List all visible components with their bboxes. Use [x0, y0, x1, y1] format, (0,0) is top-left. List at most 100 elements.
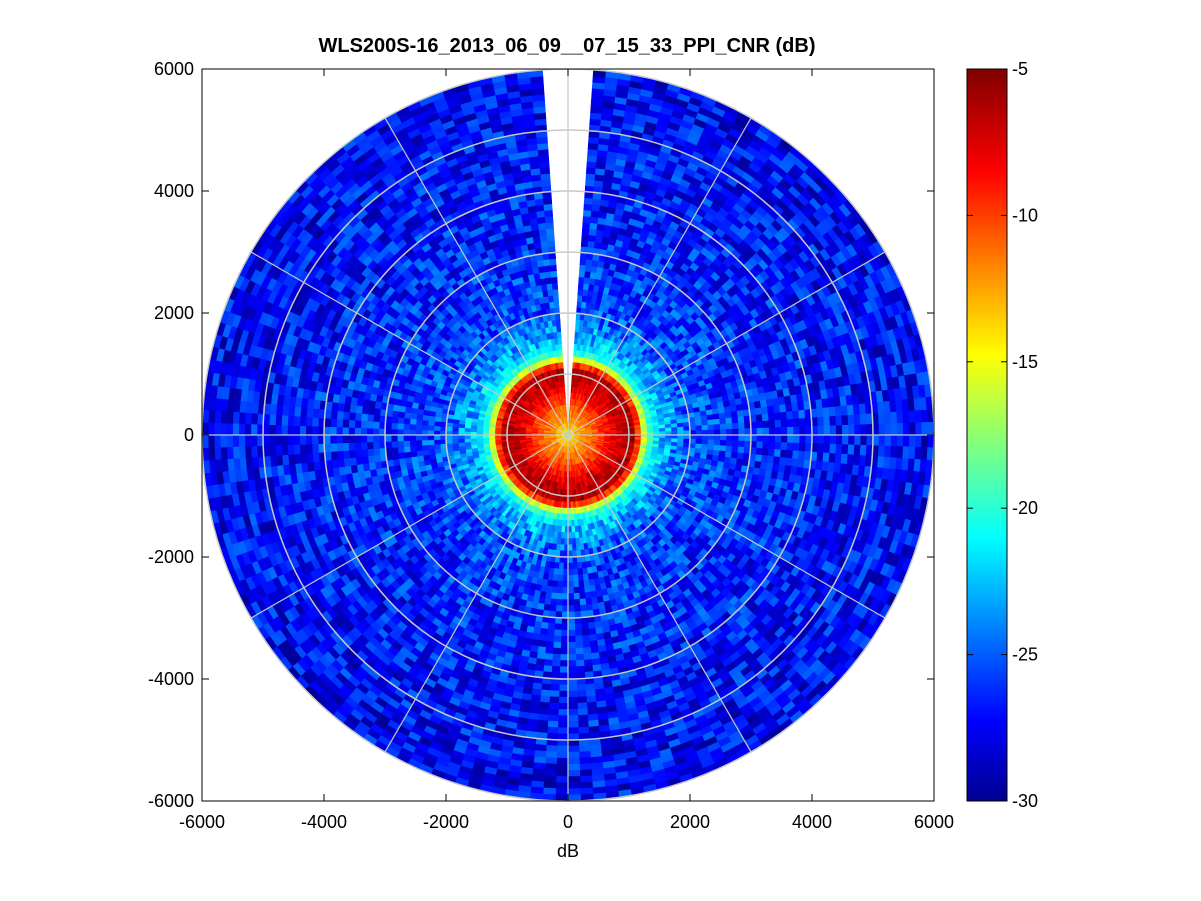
polar-cell: [707, 439, 715, 446]
polar-cell: [915, 422, 923, 436]
polar-cell: [816, 407, 824, 418]
polar-cell: [834, 405, 843, 417]
polar-cell: [706, 414, 714, 421]
polar-cell: [738, 434, 746, 442]
polar-cell: [890, 445, 898, 459]
polar-cell: [750, 434, 758, 442]
polar-cell: [847, 414, 855, 426]
polar-cell: [756, 434, 764, 443]
polar-cell: [738, 422, 746, 430]
polar-cell: [695, 420, 703, 427]
polar-cell: [713, 424, 721, 431]
polar-cell: [578, 276, 585, 284]
polar-cell: [738, 440, 746, 448]
polar-cell: [737, 446, 745, 454]
polar-cell: [920, 409, 928, 423]
polar-cell: [840, 405, 849, 417]
polar-cell: [719, 445, 727, 452]
polar-cell: [689, 425, 697, 432]
polar-cell: [719, 440, 727, 447]
polar-cell: [731, 416, 739, 424]
polar-cell: [854, 434, 862, 446]
polar-cell: [799, 426, 807, 436]
polar-cell: [581, 227, 591, 236]
polar-cell: [578, 270, 586, 278]
polar-cell: [579, 258, 587, 266]
polar-cell: [677, 434, 685, 440]
polar-cell: [736, 452, 745, 460]
polar-cell: [915, 434, 923, 448]
polar-cell: [828, 452, 837, 464]
polar-cell: [730, 410, 739, 419]
polar-cell: [902, 422, 910, 436]
polar-cell: [726, 428, 734, 436]
polar-cell: [834, 453, 843, 465]
polar-cell: [719, 423, 727, 430]
polar-cell: [872, 434, 880, 447]
polar-cell: [787, 426, 795, 436]
polar-cell: [823, 416, 831, 427]
polar-cell: [665, 427, 672, 432]
polar-cell: [719, 418, 727, 425]
polar-cell: [585, 179, 596, 187]
polar-cell: [671, 427, 679, 432]
polar-cell: [695, 434, 703, 440]
polar-cell: [786, 442, 794, 452]
polar-cell: [701, 439, 709, 446]
polar-cell: [920, 447, 928, 461]
polar-cell: [762, 434, 770, 443]
polar-cell: [725, 440, 733, 447]
polar-cell: [707, 434, 715, 441]
polar-cell: [701, 420, 709, 426]
polar-cell: [846, 404, 855, 416]
polar-cell: [798, 409, 806, 420]
polar-cell: [720, 429, 727, 436]
polar-cell: [760, 406, 769, 415]
polar-cell: [731, 422, 740, 430]
polar-cell: [822, 452, 830, 463]
polar-cell: [762, 441, 770, 450]
polar-cell: [835, 425, 843, 436]
polar-cell: [908, 410, 916, 424]
polar-cell: [658, 427, 666, 433]
polar-cell: [828, 406, 837, 418]
polar-cell: [689, 438, 697, 445]
polar-cell: [737, 416, 745, 424]
polar-cell: [761, 413, 770, 422]
polar-cell: [927, 421, 934, 436]
polar-cell: [823, 425, 831, 436]
polar-cell: [760, 455, 769, 464]
polar-cell: [896, 411, 904, 424]
polar-cell: [896, 434, 904, 448]
polar-cell: [859, 413, 868, 426]
polar-cell: [792, 450, 800, 460]
polar-cell: [755, 447, 764, 456]
plot-axes: -6000 -4000 -2000 0 2000 4000 6000 -6000-4000-…: [148, 59, 954, 861]
polar-cell: [780, 449, 788, 459]
polar-cell: [841, 415, 849, 426]
polar-cell: [866, 434, 874, 446]
polar-cell: [908, 446, 916, 460]
polar-cell: [860, 434, 868, 446]
polar-cell: [872, 423, 880, 436]
polar-cell: [732, 434, 740, 442]
polar-cell: [859, 444, 868, 457]
polar-cell: [786, 449, 794, 459]
polar-cell: [583, 203, 593, 211]
polar-cell: [683, 434, 691, 440]
polar-cell: [817, 434, 825, 445]
polar-cell: [853, 444, 861, 456]
polar-cell: [829, 425, 837, 436]
polar-cell: [582, 215, 592, 223]
polar-cell: [581, 233, 590, 242]
polar-cell: [840, 453, 849, 465]
polar-cell: [798, 450, 806, 461]
polar-cell: [577, 282, 585, 290]
polar-cell: [902, 446, 910, 460]
polar-cell: [725, 417, 733, 425]
polar-cell: [835, 444, 843, 455]
polar-cell: [884, 423, 892, 436]
polar-cell: [854, 424, 862, 436]
polar-cell: [754, 407, 763, 416]
